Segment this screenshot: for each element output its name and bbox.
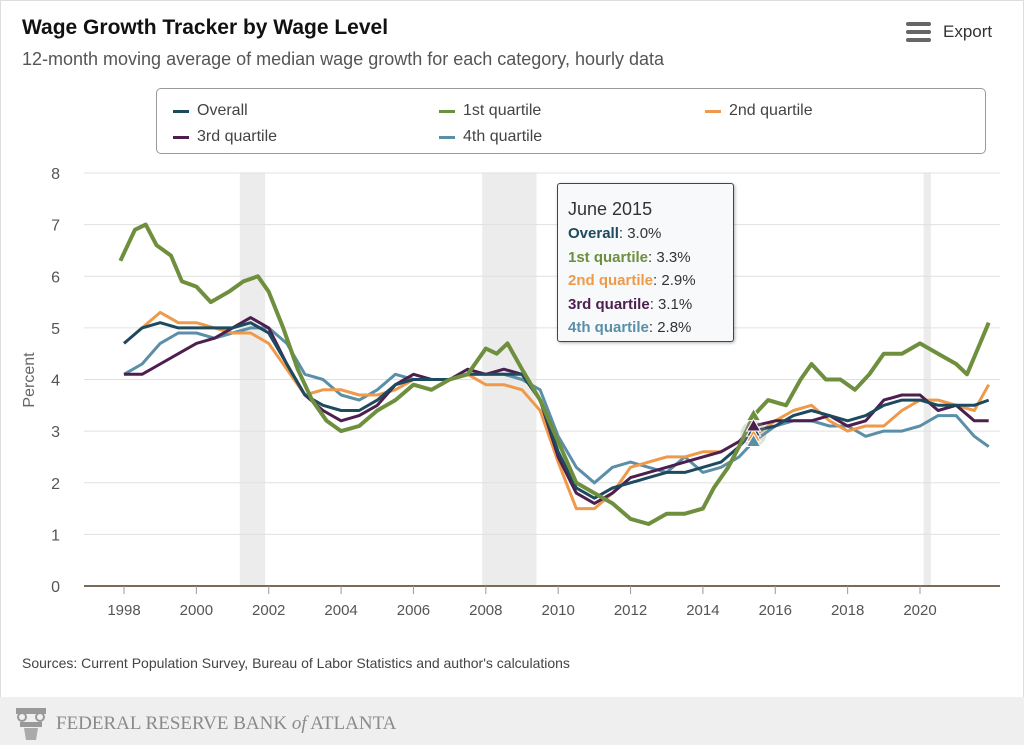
x-tick-label: 2018 <box>831 602 864 619</box>
hamburger-menu-icon <box>906 22 931 42</box>
x-tick-label: 2010 <box>541 602 574 619</box>
x-tick-label: 1998 <box>107 602 140 619</box>
frb-atlanta-logo: FEDERAL RESERVE BANK of ATLANTA <box>14 706 396 742</box>
tooltip-value: : 3.1% <box>649 295 693 313</box>
y-tick-label: 4 <box>51 373 60 390</box>
y-tick-label: 1 <box>51 527 60 544</box>
tooltip-label: 3rd quartile <box>568 295 650 313</box>
x-tick-label: 2004 <box>324 602 357 619</box>
tooltip-row-overall: Overall: 3.0% <box>568 222 723 246</box>
export-button[interactable]: Export <box>906 22 992 42</box>
tooltip-row-2nd-quartile: 2nd quartile: 2.9% <box>568 269 723 293</box>
legend-label: 2nd quartile <box>729 102 813 119</box>
y-tick-label: 6 <box>51 269 60 286</box>
legend: Overall 1st quartile 2nd quartile 3rd qu… <box>156 88 986 154</box>
tooltip: June 2015 Overall: 3.0% 1st quartile: 3.… <box>557 183 734 342</box>
x-tick-label: 2008 <box>469 602 502 619</box>
export-label: Export <box>943 22 993 41</box>
x-tick-label: 2020 <box>903 602 936 619</box>
tooltip-label: 1st quartile <box>568 248 649 266</box>
legend-swatch <box>173 109 189 113</box>
chart-title: Wage Growth Tracker by Wage Level <box>22 16 389 39</box>
legend-item-1st-quartile[interactable]: 1st quartile <box>439 102 541 120</box>
tooltip-row-4th-quartile: 4th quartile: 2.8% <box>568 316 723 340</box>
y-tick-label: 3 <box>51 424 60 441</box>
legend-item-overall[interactable]: Overall <box>173 102 248 120</box>
tooltip-value: : 2.9% <box>653 272 696 289</box>
series-line-2nd-quartile <box>123 310 991 511</box>
tooltip-value: : 2.8% <box>648 319 692 336</box>
legend-swatch <box>439 135 455 139</box>
legend-item-3rd-quartile[interactable]: 3rd quartile <box>173 128 277 146</box>
chart-subtitle: 12-month moving average of median wage g… <box>22 49 665 69</box>
y-tick-label: 5 <box>51 321 60 338</box>
tooltip-value: : 3.0% <box>618 225 662 242</box>
legend-item-4th-quartile[interactable]: 4th quartile <box>439 128 542 146</box>
tooltip-date: June 2015 <box>568 199 653 219</box>
y-tick-label: 0 <box>51 579 60 596</box>
hover-marker <box>745 417 762 432</box>
x-tick-label: 2012 <box>614 602 647 619</box>
hover-marker <box>745 433 762 447</box>
series-line-overall <box>123 321 990 500</box>
y-tick-label: 2 <box>51 476 60 493</box>
series-line-1st-quartile <box>118 222 991 526</box>
tooltip-label: Overall <box>568 225 619 242</box>
legend-label: 3rd quartile <box>197 128 278 145</box>
x-tick-label: 2016 <box>759 602 792 619</box>
tooltip-label: 4th quartile <box>568 319 649 336</box>
x-tick-label: 2000 <box>180 602 213 619</box>
y-tick-label: 8 <box>51 166 60 183</box>
legend-swatch <box>705 109 721 113</box>
tooltip-label: 2nd quartile <box>568 272 654 289</box>
legend-label: 1st quartile <box>463 102 542 119</box>
legend-swatch <box>439 109 455 113</box>
legend-label: Overall <box>197 102 248 119</box>
x-tick-label: 2006 <box>397 602 430 619</box>
y-axis-label: Percent <box>21 352 38 408</box>
x-tick-label: 2002 <box>252 602 285 619</box>
legend-label: 4th quartile <box>463 128 543 145</box>
tooltip-row-3rd-quartile: 3rd quartile: 3.1% <box>568 293 723 317</box>
series-line-3rd-quartile <box>124 316 989 505</box>
y-tick-label: 7 <box>51 218 60 235</box>
legend-item-2nd-quartile[interactable]: 2nd quartile <box>705 102 813 120</box>
line-chart[interactable]: 0 1 2 3 4 5 6 7 8 1998 2000 2002 2004 2006 2008 2010 201… <box>0 0 1024 700</box>
footer-bar <box>0 697 1024 745</box>
tooltip-value: : 3.3% <box>648 248 691 266</box>
tooltip-row-1st-quartile: 1st quartile: 3.3% <box>568 246 723 270</box>
column-capital-icon <box>16 708 46 740</box>
sources-note: Sources: Current Population Survey, Bure… <box>22 655 570 671</box>
legend-swatch <box>173 135 189 139</box>
x-tick-label: 2014 <box>686 602 719 619</box>
